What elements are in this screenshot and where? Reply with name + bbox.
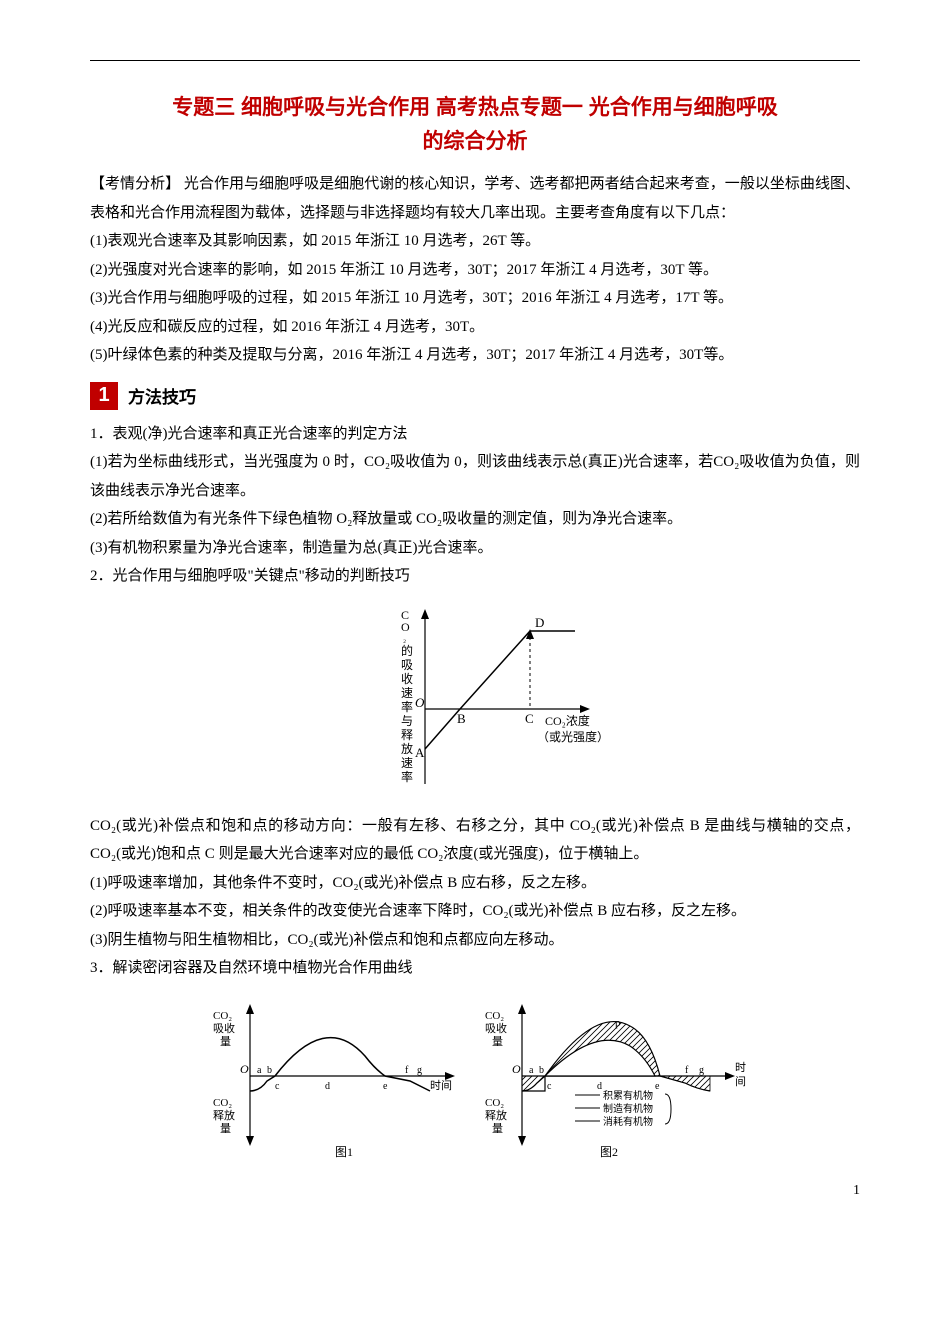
svg-text:d: d — [325, 1081, 330, 1092]
svg-text:放: 放 — [401, 741, 413, 756]
intro-paragraph: 【考情分析】 光合作用与细胞呼吸是细胞代谢的核心知识，学考、选考都把两者结合起来… — [90, 170, 860, 227]
diagram2-left: CO₂ 吸收 量 CO₂ 释放 量 O a b — [213, 1004, 455, 1159]
l-yup1: CO₂ — [213, 1010, 232, 1022]
title-line1: 专题三 细胞呼吸与光合作用 高考热点专题一 光合作用与细胞呼吸 — [172, 96, 778, 119]
intro-text: 光合作用与细胞呼吸是细胞代谢的核心知识，学考、选考都把两者结合起来考查，一般以坐… — [90, 176, 860, 221]
method1-title: 1．表观(净)光合速率和真正光合速率的判定方法 — [90, 420, 860, 449]
svg-text:a: a — [529, 1065, 534, 1076]
label-A: A — [415, 745, 425, 760]
svg-text:释: 释 — [401, 728, 413, 742]
curve-seg2 — [460, 631, 530, 709]
intro-point-4: (4)光反应和碳反应的过程，如 2016 年浙江 4 月选考，30T。 — [90, 313, 860, 342]
l-ydn3: 量 — [220, 1122, 231, 1135]
svg-text:制造有机物: 制造有机物 — [603, 1102, 653, 1115]
label-O: O — [415, 695, 425, 710]
svg-text:c: c — [547, 1081, 552, 1092]
top-rule — [90, 60, 860, 61]
method1-item-2: (2)若所给数值为有光条件下绿色植物 O₂释放量或 CO₂吸收量的测定值，则为净… — [90, 505, 860, 534]
diagram2-right: CO₂ 吸收 量 CO₂ 释放 量 — [485, 1004, 746, 1159]
intro-point-2: (2)光强度对光合速率的影响，如 2015 年浙江 10 月选考，30T；201… — [90, 256, 860, 285]
svg-text:的: 的 — [401, 643, 413, 658]
svg-text:b: b — [267, 1065, 272, 1076]
intro-point-1: (1)表观光合速率及其影响因素，如 2015 年浙江 10 月选考，26T 等。 — [90, 227, 860, 256]
svg-text:O: O — [240, 1062, 249, 1076]
left-xlabel: 时间 — [430, 1079, 452, 1092]
svg-text:吸收: 吸收 — [485, 1021, 507, 1035]
svg-text:率: 率 — [401, 769, 413, 784]
right-caption: 图2 — [600, 1145, 618, 1159]
diagram-1-container: C O ₂ 的 吸 收 速 率 与 释 放 速 率 — [90, 599, 860, 804]
method2-item-3: (3)阴生植物与阳生植物相比，CO₂(或光)补偿点和饱和点都应向左移动。 — [90, 926, 860, 955]
l-yup2: 吸收 — [213, 1021, 235, 1035]
curve-seg1 — [425, 709, 460, 749]
svg-text:₂: ₂ — [403, 633, 406, 643]
x-arrow — [580, 705, 590, 713]
x-label2: （或光强度） — [537, 729, 605, 744]
l-ydn1: CO₂ — [213, 1097, 232, 1109]
svg-text:时: 时 — [735, 1061, 746, 1074]
intro-label: 【考情分析】 — [90, 176, 180, 192]
svg-text:c: c — [275, 1081, 280, 1092]
svg-text:释放: 释放 — [485, 1108, 507, 1122]
svg-text:g: g — [417, 1065, 422, 1076]
svg-text:量: 量 — [492, 1122, 503, 1135]
svg-text:速: 速 — [401, 756, 413, 770]
intro-point-5: (5)叶绿体色素的种类及提取与分离，2016 年浙江 4 月选考，30T；201… — [90, 341, 860, 370]
label-B: B — [457, 711, 466, 726]
method2-title: 2．光合作用与细胞呼吸"关键点"移动的判断技巧 — [90, 562, 860, 591]
svg-text:g: g — [699, 1065, 704, 1076]
svg-text:e: e — [655, 1081, 660, 1092]
svg-text:积累有机物: 积累有机物 — [603, 1089, 653, 1102]
method2-item-2: (2)呼吸速率基本不变，相关条件的改变使光合速率下降时，CO₂(或光)补偿点 B… — [90, 897, 860, 926]
l-ydn2: 释放 — [213, 1108, 235, 1122]
svg-text:吸: 吸 — [401, 658, 413, 672]
diagram-2-container: CO₂ 吸收 量 CO₂ 释放 量 O a b — [90, 991, 860, 1171]
diagram-1-svg: C O ₂ 的 吸 收 速 率 与 释 放 速 率 — [345, 599, 605, 799]
label-C: C — [525, 711, 534, 726]
svg-text:速: 速 — [401, 686, 413, 700]
svg-text:CO₂: CO₂ — [485, 1010, 504, 1022]
svg-text:与: 与 — [401, 714, 413, 728]
y-axis-label: C O ₂ 的 吸 收 速 率 与 释 放 速 率 — [401, 608, 413, 784]
l-yup3: 量 — [220, 1035, 231, 1048]
right-legend: 积累有机物 制造有机物 消耗有机物 — [575, 1089, 671, 1128]
svg-text:CO₂: CO₂ — [485, 1097, 504, 1109]
svg-text:d: d — [597, 1081, 602, 1092]
svg-text:O: O — [512, 1062, 521, 1076]
method1-item-1: (1)若为坐标曲线形式，当光强度为 0 时，CO₂吸收值为 0，则该曲线表示总(… — [90, 448, 860, 505]
svg-text:间: 间 — [735, 1075, 746, 1088]
svg-text:f: f — [405, 1065, 409, 1076]
svg-text:e: e — [383, 1081, 388, 1092]
main-title: 专题三 细胞呼吸与光合作用 高考热点专题一 光合作用与细胞呼吸 的综合分析 — [90, 91, 860, 158]
svg-text:收: 收 — [401, 672, 413, 686]
svg-text:率: 率 — [401, 699, 413, 714]
page-number: 1 — [853, 1183, 860, 1199]
method2-item-1: (1)呼吸速率增加，其他条件不变时，CO₂(或光)补偿点 B 应右移，反之左移。 — [90, 869, 860, 898]
svg-text:消耗有机物: 消耗有机物 — [603, 1115, 653, 1128]
section-number-box: 1 — [90, 382, 118, 410]
intro-point-3: (3)光合作用与细胞呼吸的过程，如 2015 年浙江 10 月选考，30T；20… — [90, 284, 860, 313]
y-arrow — [421, 609, 429, 619]
method3-title: 3．解读密闭容器及自然环境中植物光合作用曲线 — [90, 954, 860, 983]
svg-text:b: b — [539, 1065, 544, 1076]
method1-item-3: (3)有机物积累量为净光合速率，制造量为总(真正)光合速率。 — [90, 534, 860, 563]
svg-text:p: p — [615, 1017, 621, 1029]
svg-text:O: O — [401, 620, 410, 634]
section-label: 方法技巧 — [128, 383, 196, 408]
label-D: D — [535, 615, 544, 630]
title-line2: 的综合分析 — [423, 130, 528, 153]
x-label: CO₂浓度 — [545, 713, 590, 728]
left-caption: 图1 — [335, 1145, 353, 1159]
svg-text:量: 量 — [492, 1035, 503, 1048]
svg-text:f: f — [685, 1065, 689, 1076]
section-header-1: 1 方法技巧 — [90, 382, 860, 410]
method2-text: CO₂(或光)补偿点和饱和点的移动方向：一般有左移、右移之分，其中 CO₂(或光… — [90, 812, 860, 869]
diagram-2-svg: CO₂ 吸收 量 CO₂ 释放 量 O a b — [195, 991, 755, 1166]
svg-text:a: a — [257, 1065, 262, 1076]
